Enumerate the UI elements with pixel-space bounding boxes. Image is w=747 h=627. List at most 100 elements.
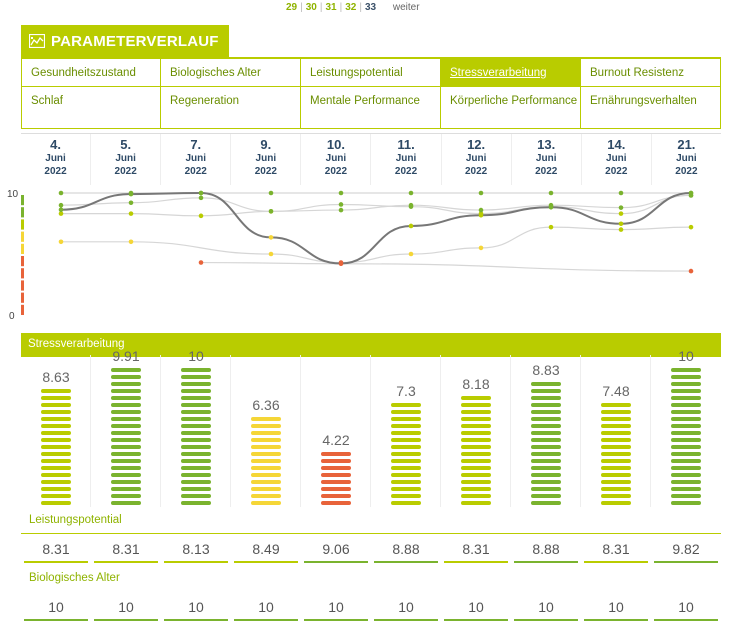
bar-segment	[671, 466, 701, 470]
bar-segment	[181, 501, 211, 505]
data-point	[198, 195, 204, 201]
value-underline	[374, 561, 438, 563]
value-underline	[654, 619, 718, 621]
bar-segment	[181, 473, 211, 477]
value-text: 10	[188, 599, 204, 615]
bar-segment	[321, 473, 351, 477]
date-day: 21.	[677, 137, 696, 152]
data-point	[618, 205, 624, 210]
bar-segment	[601, 452, 631, 456]
date-day: 12.	[467, 137, 486, 152]
data-point	[128, 211, 134, 216]
bar-segment	[671, 368, 701, 372]
separator: |	[359, 2, 362, 13]
bar-segment	[111, 445, 141, 449]
tab-ernaehrungsverhalten[interactable]: Ernährungsverhalten	[581, 87, 721, 129]
date-column: 4. Juni 2022	[21, 134, 92, 185]
date-month: Juni	[395, 153, 417, 164]
date-column: 9. Juni 2022	[231, 134, 302, 185]
next-page-link[interactable]: weiter	[392, 2, 420, 13]
value-cell: 8.49	[231, 537, 301, 563]
page-link-30[interactable]: 30	[305, 2, 317, 13]
date-month: Juni	[535, 153, 557, 164]
value-text: 10	[328, 599, 344, 615]
bar-segment	[391, 445, 421, 449]
scale-segment	[21, 280, 24, 291]
bar-segment	[671, 403, 701, 407]
bar-segment	[671, 382, 701, 386]
bar-segment	[181, 424, 211, 428]
stress-bar-column: 9.91	[91, 348, 161, 507]
tab-leistungspotential[interactable]: Leistungspotential	[301, 59, 441, 87]
stress-bar-column: 7.48	[581, 355, 651, 507]
page-link-32[interactable]: 32	[345, 2, 357, 13]
tab-koerperliche-performance[interactable]: Körperliche Performance	[441, 87, 581, 129]
data-point	[478, 207, 484, 213]
bar-segment	[181, 410, 211, 414]
value-text: 9.06	[322, 541, 350, 557]
bar-segment	[181, 466, 211, 470]
data-point	[478, 245, 484, 251]
value-text: 8.31	[462, 541, 490, 557]
date-year: 2022	[114, 166, 137, 177]
bar-segment	[601, 424, 631, 428]
tab-regeneration[interactable]: Regeneration	[161, 87, 301, 129]
bar-segment	[671, 473, 701, 477]
tab-mentale-performance[interactable]: Mentale Performance	[301, 87, 441, 129]
tab-gesundheitszustand[interactable]: Gesundheitszustand	[21, 59, 161, 87]
value-underline	[444, 619, 508, 621]
bar-segment	[601, 445, 631, 449]
bar-segment	[181, 480, 211, 484]
tab-burnout-resistenz[interactable]: Burnout Resistenz	[581, 59, 721, 87]
value-text: 10	[678, 599, 694, 615]
bar-segment	[111, 452, 141, 456]
page-link-29[interactable]: 29	[286, 2, 298, 13]
bar-value-label: 6.36	[252, 397, 280, 413]
value-cell: 8.13	[161, 537, 231, 563]
bar-segment	[181, 494, 211, 498]
stress-bar-column: 6.36	[231, 355, 301, 507]
value-cell: 10	[371, 595, 441, 621]
data-point	[268, 235, 274, 240]
bar-segment	[251, 431, 281, 435]
bar-segment	[181, 368, 211, 372]
data-point	[128, 239, 134, 245]
data-point	[408, 202, 414, 208]
bar-segment	[391, 431, 421, 435]
bar-segment	[391, 410, 421, 414]
bar-segment	[601, 410, 631, 414]
separator: |	[300, 2, 303, 13]
bar-value-label: 7.3	[396, 383, 416, 399]
bar-segment	[321, 487, 351, 491]
bar-segment	[391, 438, 421, 442]
bar-segment	[41, 452, 71, 456]
bar-segment	[251, 480, 281, 484]
date-month: Juni	[465, 153, 487, 164]
tab-schlaf[interactable]: Schlaf	[21, 87, 161, 129]
bar-segment	[601, 466, 631, 470]
bar-segment	[251, 494, 281, 498]
tab-stressverarbeitung[interactable]: Stressverarbeitung	[441, 59, 581, 87]
bar-segment	[671, 389, 701, 393]
page-link-33-current[interactable]: 33	[364, 2, 377, 13]
value-text: 10	[398, 599, 414, 615]
bar-value-label: 8.63	[42, 369, 70, 385]
value-underline	[514, 561, 578, 563]
tab-biologisches-alter[interactable]: Biologisches Alter	[161, 59, 301, 87]
date-day: 14.	[607, 137, 626, 152]
page-link-31[interactable]: 31	[325, 2, 337, 13]
value-underline	[164, 619, 228, 621]
bar-segment	[671, 417, 701, 421]
value-underline	[514, 619, 578, 621]
data-point	[128, 191, 134, 197]
bar-segment	[111, 382, 141, 386]
divider	[21, 533, 721, 534]
date-year: 2022	[324, 166, 348, 177]
bar-segment	[601, 494, 631, 498]
bar-segment	[391, 459, 421, 463]
bar-segment	[41, 431, 71, 435]
bar-segment	[531, 424, 561, 428]
data-point	[338, 190, 344, 196]
bar-segment	[111, 494, 141, 498]
bar-segment	[181, 431, 211, 435]
